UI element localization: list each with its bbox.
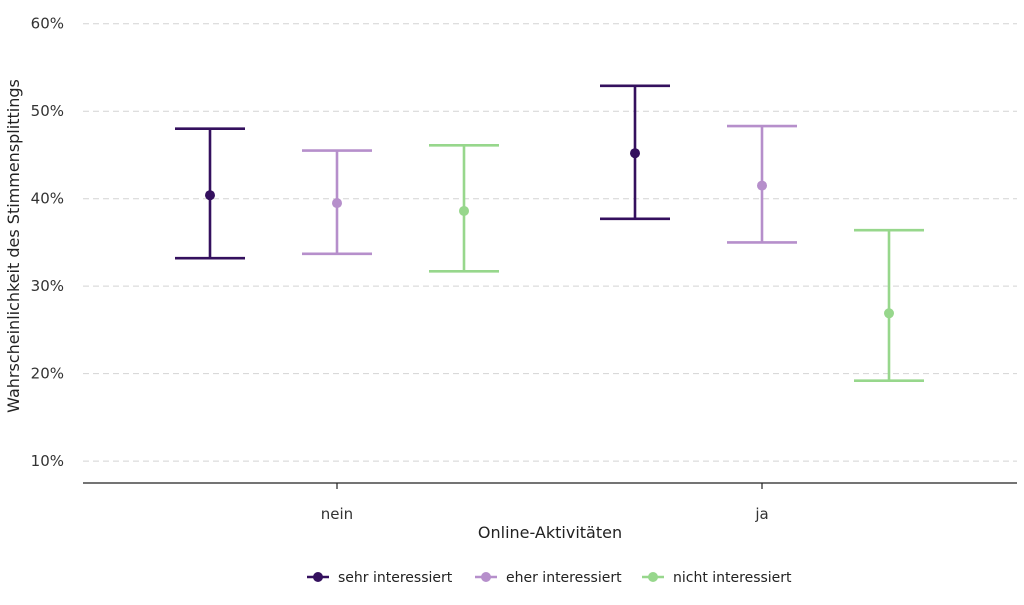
error-bars — [175, 84, 924, 382]
x-axis-ticks: nein ja — [321, 483, 769, 523]
legend-swatch-point — [648, 572, 658, 582]
x-axis-title: Online-Aktivitäten — [478, 523, 622, 542]
legend-item: eher interessiert — [475, 570, 622, 586]
error-bar — [175, 127, 245, 260]
point-estimate — [884, 308, 894, 319]
point-estimate — [630, 148, 640, 159]
error-bar — [727, 124, 797, 244]
error-bar — [600, 84, 670, 221]
y-tick-label: 10% — [31, 452, 64, 470]
point-estimate — [332, 198, 342, 209]
legend-label: eher interessiert — [506, 570, 622, 586]
error-bar — [429, 144, 499, 273]
x-tick-label: nein — [321, 505, 353, 523]
point-estimate — [757, 180, 767, 191]
y-tick-label: 30% — [31, 277, 64, 295]
error-bar — [302, 149, 372, 256]
legend-item: nicht interessiert — [642, 570, 792, 586]
grid-lines — [83, 23, 1017, 462]
point-estimate — [459, 205, 469, 216]
y-tick-label: 40% — [31, 190, 64, 208]
y-tick-label: 20% — [31, 365, 64, 383]
y-axis-title: Wahrscheinlichkeit des Stimmensplittings — [4, 79, 23, 413]
legend-label: sehr interessiert — [338, 570, 453, 586]
legend-swatch-point — [313, 572, 323, 582]
x-tick-label: ja — [754, 505, 768, 523]
legend-label: nicht interessiert — [673, 570, 792, 586]
y-tick-label: 50% — [31, 102, 64, 120]
y-axis-ticks: 10% 20% 30% 40% 50% 60% — [31, 15, 64, 470]
legend-item: sehr interessiert — [307, 570, 453, 586]
legend: sehr interessiert eher interessiert nicht … — [307, 570, 792, 586]
y-tick-label: 60% — [31, 15, 64, 33]
point-estimate — [205, 190, 215, 201]
legend-swatch-point — [481, 572, 491, 582]
error-bar — [854, 228, 924, 382]
